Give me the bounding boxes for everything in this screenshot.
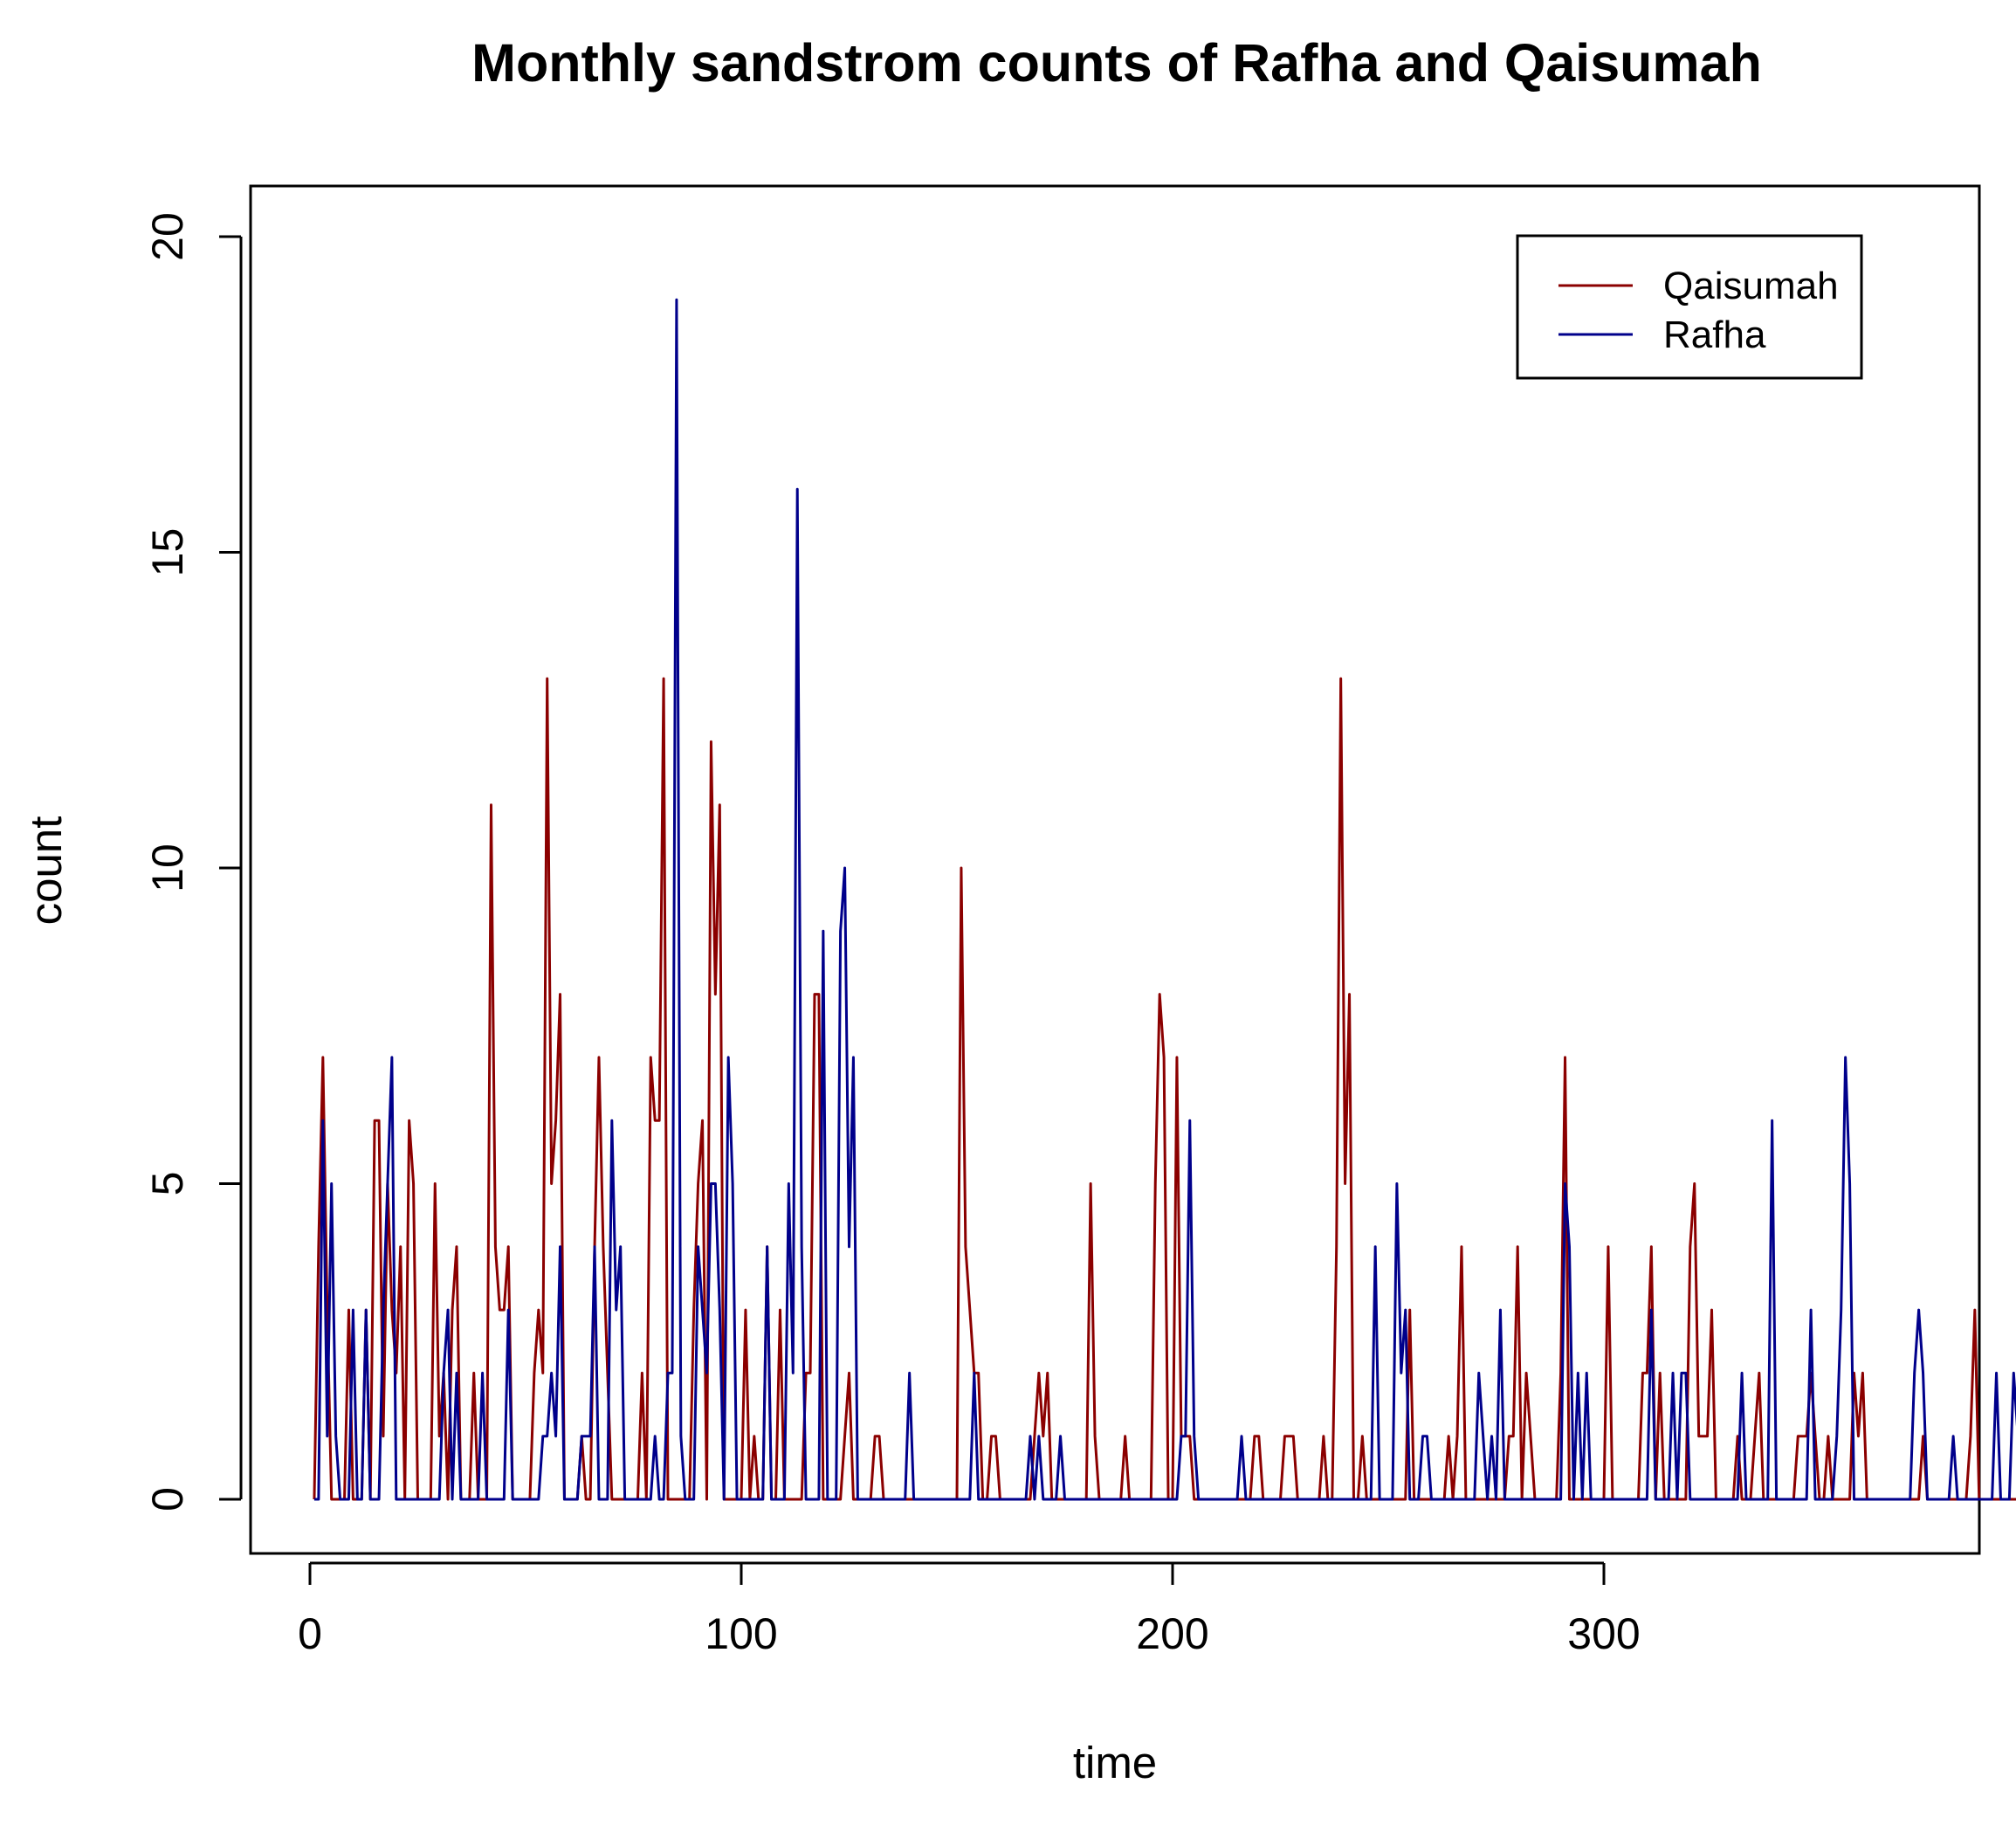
y-axis: 0 5 10 15 20 — [143, 212, 243, 1512]
y-axis-label: count — [21, 816, 71, 926]
series-line-rafha — [313, 298, 2016, 1501]
chart-title: Monthly sandstrom counts of Rafha and Qa… — [471, 33, 1762, 93]
x-tick-label: 0 — [298, 1609, 322, 1658]
legend: Qaisumah Rafha — [1516, 234, 1863, 380]
x-tick-label: 200 — [1136, 1609, 1208, 1658]
x-axis: 0 100 200 300 — [298, 1561, 1641, 1658]
x-tick-label: 300 — [1567, 1609, 1640, 1658]
plot-frame — [249, 184, 1981, 1555]
x-tick-label: 100 — [705, 1609, 777, 1658]
series-layer — [313, 298, 2016, 1501]
legend-label-rafha: Rafha — [1663, 313, 1766, 356]
y-tick-label: 0 — [143, 1487, 192, 1512]
y-tick-label: 15 — [143, 528, 192, 577]
legend-box — [1516, 234, 1863, 380]
y-tick-label: 20 — [143, 212, 192, 261]
legend-items: Qaisumah Rafha — [1558, 265, 1839, 356]
y-tick-label: 5 — [143, 1172, 192, 1196]
y-tick-label: 10 — [143, 844, 192, 892]
x-axis-label: time — [1073, 1738, 1157, 1787]
legend-label-qaisumah: Qaisumah — [1663, 265, 1839, 307]
